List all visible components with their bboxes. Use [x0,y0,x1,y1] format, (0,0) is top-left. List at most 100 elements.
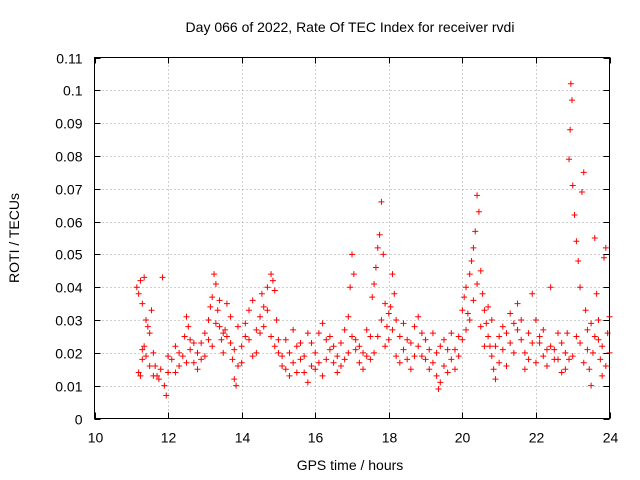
data-point [490,366,497,373]
data-point [387,303,394,310]
data-point [238,359,245,366]
y-tick-label: 0.08 [55,149,82,165]
data-point [488,353,495,360]
data-point [492,376,499,383]
data-point [376,231,383,238]
data-point [139,346,146,353]
data-point [396,333,403,340]
data-point [567,80,574,87]
data-point [253,349,260,356]
data-point [282,366,289,373]
data-point [411,323,418,330]
data-point [562,366,569,373]
data-point [172,369,179,376]
data-point [337,362,344,369]
data-point [187,346,194,353]
data-point [253,326,260,333]
data-point [146,330,153,337]
data-point [440,362,447,369]
data-point [510,320,517,327]
y-tick-label: 0.09 [55,116,82,132]
data-point [282,336,289,343]
data-point [602,244,609,251]
data-point [521,366,528,373]
data-point [558,340,565,347]
data-point [589,349,596,356]
data-point [363,353,370,360]
data-point [518,317,525,324]
data-point [301,369,308,376]
data-point [334,369,341,376]
data-point [187,336,194,343]
data-point [466,317,473,324]
data-point [135,369,142,376]
data-point [382,343,389,350]
data-point [141,343,148,350]
data-point [577,284,584,291]
data-point [201,330,208,337]
data-point [422,336,429,343]
data-point [205,336,212,343]
x-tick-label: 12 [161,430,177,446]
data-point [269,277,276,284]
data-point [475,208,482,215]
data-point [304,379,311,386]
data-point [580,169,587,176]
data-point [595,317,602,324]
data-point [135,290,142,297]
y-tick-label: 0 [75,412,83,428]
data-point [463,284,470,291]
data-point [569,182,576,189]
data-point [540,326,547,333]
data-point [433,372,440,379]
data-point [194,349,201,356]
data-point [207,303,214,310]
data-point [555,330,561,337]
data-point [360,366,367,373]
data-point [209,343,216,350]
x-tick-labels: 10 12 14 16 18 20 22 24 [88,430,619,446]
data-point [144,323,151,330]
data-point [229,356,236,363]
data-point [510,349,517,356]
data-point [496,333,503,340]
data-point [209,294,216,301]
data-point [444,369,451,376]
x-tick-label: 22 [529,430,545,446]
data-point [580,359,587,366]
data-point [566,356,573,363]
data-point [212,320,219,327]
data-point [573,333,580,340]
data-point [452,346,458,353]
data-point [137,372,144,379]
data-point [372,264,379,271]
data-point [452,366,458,373]
data-point [514,326,521,333]
data-point [301,353,308,360]
data-point [168,356,175,363]
data-point [216,297,223,304]
y-tick-label: 0.07 [55,182,82,198]
data-point [521,349,528,356]
data-point [214,307,221,314]
data-point [194,366,201,373]
data-point [479,290,486,297]
data-point [582,307,589,314]
data-point [264,307,271,314]
data-point [371,280,378,287]
data-point [198,356,205,363]
data-point [463,326,470,333]
data-point [246,307,252,314]
data-point [315,330,322,337]
data-point [304,330,311,337]
data-point [163,392,170,399]
data-point [536,333,543,340]
data-point [418,330,425,337]
data-point [584,326,591,333]
data-point [367,333,374,340]
axis-ticks [94,57,611,420]
data-point [234,362,241,369]
data-point [165,353,172,360]
data-point [547,343,554,350]
data-point [369,294,376,301]
